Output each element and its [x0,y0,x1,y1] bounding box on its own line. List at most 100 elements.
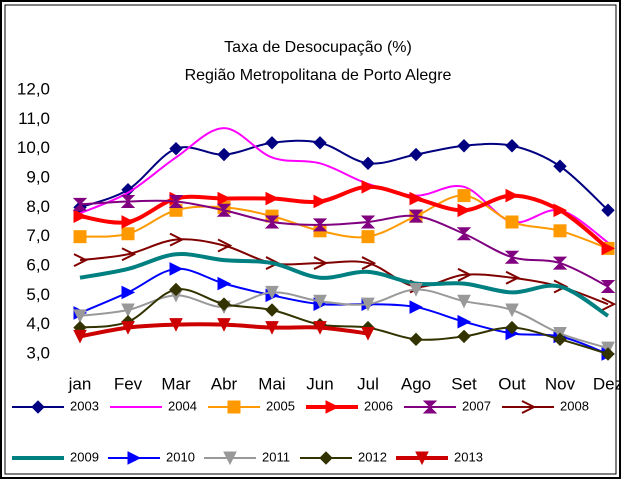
series [72,194,616,294]
marker [457,294,471,309]
marker [409,282,423,297]
marker [169,318,183,332]
legend-label: 2003 [70,398,99,413]
y-tick-label: 11,0 [18,109,50,128]
marker [73,209,88,223]
series [73,136,615,217]
marker [313,194,328,209]
marker [73,253,89,268]
marker [73,329,87,344]
legend-marker [31,400,45,414]
marker [361,179,376,194]
marker [601,297,617,312]
marker [361,297,375,312]
marker [217,238,233,253]
legend-label: 2004 [168,398,197,413]
x-tick-label: Dez [593,374,621,393]
marker [313,136,327,150]
marker [505,320,519,335]
marker [313,256,329,270]
marker [457,314,472,329]
marker [457,203,472,218]
inner-border [4,4,617,475]
x-tick-label: Nov [545,374,576,393]
x-tick-label: Fev [114,374,143,393]
marker [121,215,136,229]
marker [409,300,424,314]
marker [217,191,232,206]
y-tick-label: 4,0 [26,314,50,333]
x-tick-label: Out [498,374,526,393]
legend-marker [415,451,429,466]
y-tick-label: 6,0 [26,255,50,274]
marker [504,250,520,264]
chart-title: Taxa de Desocupação (%) [224,39,412,56]
marker [553,159,567,173]
marker [121,303,135,318]
marker [456,227,472,241]
series [73,318,375,344]
marker [265,303,279,317]
marker [312,218,328,232]
legend-label: 2005 [266,398,295,413]
marker [217,276,232,291]
marker [168,194,184,208]
legend-marker [227,400,241,414]
marker [361,256,377,270]
x-tick-label: Ago [401,374,431,393]
marker [457,329,471,344]
marker [361,326,375,341]
marker [265,321,279,335]
marker [121,285,136,300]
legend-label: 2012 [358,449,387,464]
marker [73,309,87,323]
line [79,199,609,288]
marker [264,215,280,229]
marker [409,332,423,347]
x-tick-label: Abr [211,374,238,393]
y-tick-label: 8,0 [26,197,50,216]
marker [217,297,231,311]
chart-subtitle: Região Metropolitana de Porto Alegre [185,67,452,84]
legend-marker [521,400,537,414]
marker [216,203,232,217]
marker [457,267,473,282]
marker [600,280,616,294]
legend-marker [325,400,340,414]
legend-marker [223,451,237,466]
marker [601,241,616,256]
marker [265,191,280,206]
marker [121,321,135,335]
legend-label: 2010 [166,449,195,464]
marker [361,156,375,171]
marker [265,136,279,150]
marker [505,270,521,285]
y-tick-label: 12,0 [17,79,50,98]
marker [360,215,376,229]
marker [121,227,135,241]
legend-label: 2008 [560,398,589,413]
marker [505,303,519,318]
legend-label: 2006 [364,398,393,413]
marker [169,232,185,247]
marker [552,256,568,270]
y-tick-label: 10,0 [17,138,50,157]
marker [601,347,615,361]
x-tick-label: Set [451,374,477,393]
y-tick-label: 3,0 [26,343,50,362]
marker [505,139,519,153]
legend-marker [422,400,438,414]
marker [553,332,567,347]
marker [601,203,615,217]
marker [457,189,471,203]
marker [409,147,423,162]
marker [120,194,136,208]
legend-label: 2007 [462,398,491,413]
legend-marker [127,451,142,465]
marker [72,197,88,211]
marker [217,318,231,332]
marker [169,262,184,276]
marker [121,247,137,262]
